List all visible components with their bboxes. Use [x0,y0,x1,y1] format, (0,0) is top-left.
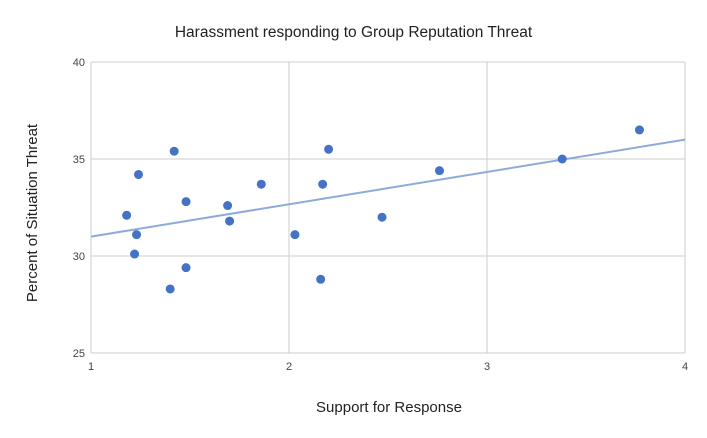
chart-title: Harassment responding to Group Reputatio… [175,24,533,41]
y-tick-label: 30 [73,251,85,263]
data-point [122,210,132,220]
x-tick-label: 3 [484,361,490,373]
x-tick-label: 1 [88,361,94,373]
data-point [434,166,444,176]
data-point [132,230,142,240]
x-tick-label: 4 [682,361,688,373]
data-point [318,179,328,189]
x-tick-label: 2 [286,361,292,373]
data-point [290,230,300,240]
trendline [90,138,686,238]
data-point [225,216,235,226]
y-axis-title: Percent of Situation Threat [24,123,41,302]
data-point [324,144,334,154]
gridlines [90,61,686,354]
data-point [316,274,326,284]
data-point [634,125,644,135]
data-point [181,263,191,273]
data-point [169,146,179,156]
data-point [557,154,567,164]
y-tick-label: 40 [73,57,85,69]
data-point [130,249,140,259]
data-points [122,125,644,294]
data-point [181,197,191,207]
data-point [223,201,233,211]
data-point [256,179,266,189]
data-point [377,212,387,222]
data-point [134,170,144,180]
x-axis-title: Support for Response [316,399,462,416]
y-tick-label: 25 [73,348,85,360]
data-point [165,284,175,294]
tick-labels: 1 2 3 4 25 30 35 40 [73,57,688,373]
y-tick-label: 35 [73,154,85,166]
